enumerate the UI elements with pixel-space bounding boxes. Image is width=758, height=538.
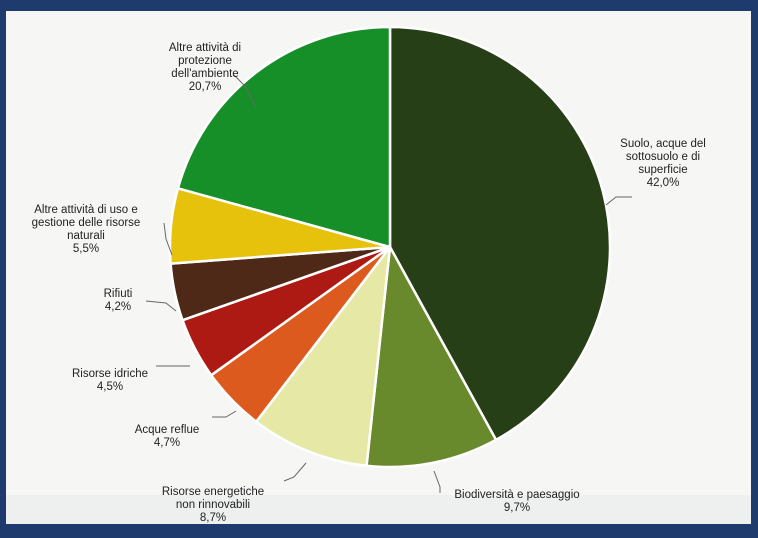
leader-line-altre-protezione [233,74,257,108]
label-biodiversita: Biodiversità e paesaggio 9,7% [432,476,602,528]
label-altre-protezione-pct: 20,7% [188,81,222,93]
pie-slice-1 [365,245,498,469]
label-rifiuti-pct: 4,2% [104,301,132,313]
label-acque-reflue-text: Acque reflue [134,424,200,436]
pie-chart [145,25,632,493]
label-risorse-idriche-pct: 4,5% [96,381,124,393]
leader-line-suolo [605,196,632,206]
label-suolo: Suolo, acque del sottosuolo e di superfi… [598,125,728,203]
label-rifiuti: Rifiuti 4,2% [88,275,148,327]
panel-footer-band [6,495,751,524]
leader-line-biodiversita [433,470,441,493]
label-altre-uso-pct: 5,5% [72,243,100,255]
label-biodiversita-text: Biodiversità e paesaggio [454,489,580,501]
chart-panel: Suolo, acque del sottosuolo e di superfi… [6,11,751,524]
label-biodiversita-pct: 9,7% [503,502,531,514]
pie-slices [168,25,612,469]
label-risorse-energetiche-text: Risorse energetiche non rinnovabili [161,486,265,511]
label-altre-protezione-text: Altre attività di protezione dell'ambien… [168,42,242,80]
label-risorse-idriche-text: Risorse idriche [71,368,149,380]
label-risorse-energetiche-pct: 8,7% [199,512,227,524]
label-risorse-energetiche: Risorse energetiche non rinnovabili 8,7% [138,473,288,538]
label-risorse-idriche: Risorse idriche 4,5% [60,355,160,407]
leader-line-acque-reflue [212,410,237,418]
label-acque-reflue: Acque reflue 4,7% [122,411,212,463]
leader-line-altre-uso [163,222,173,256]
label-suolo-text: Suolo, acque del sottosuolo e di superfi… [620,138,706,176]
label-acque-reflue-pct: 4,7% [153,437,181,449]
label-rifiuti-text: Rifiuti [103,288,133,300]
pie-slice-2 [255,245,392,467]
chart-frame: Suolo, acque del sottosuolo e di superfi… [6,11,751,524]
pie-slice-0 [388,25,612,442]
label-suolo-pct: 42,0% [646,177,680,189]
pie-slice-7 [176,25,392,249]
label-altre-uso: Altre attività di uso e gestione delle r… [8,191,164,269]
label-altre-protezione: Altre attività di protezione dell'ambien… [140,29,270,107]
leader-line-risorse-energetiche [283,462,307,482]
label-altre-uso-text: Altre attività di uso e gestione delle r… [31,204,141,242]
leader-lines [145,74,632,493]
leader-line-rifiuti [145,300,177,312]
